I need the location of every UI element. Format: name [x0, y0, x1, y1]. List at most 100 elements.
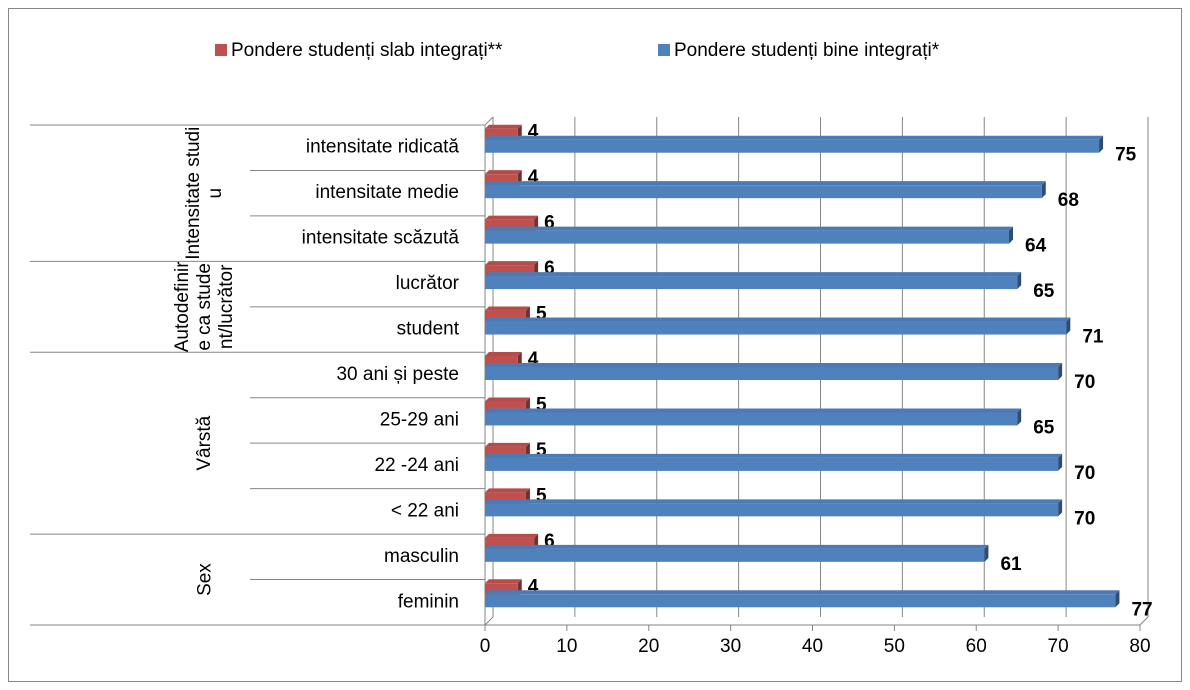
bar-side-face	[1017, 272, 1022, 290]
value-label: 4	[528, 576, 539, 597]
bar-top-face	[485, 408, 1022, 413]
bar-top-face	[485, 363, 1063, 367]
group-label: Autodefinire ca student/lucrător	[171, 261, 237, 353]
bar	[485, 276, 1018, 290]
bar	[485, 139, 1100, 153]
value-label: 65	[1033, 417, 1055, 438]
bar-side-face	[1041, 181, 1046, 199]
bar-top-face	[485, 352, 522, 356]
category-label: feminin	[398, 591, 459, 612]
bar-top-face	[485, 499, 1063, 504]
bar-top-face	[485, 488, 530, 493]
bar-side-face	[1058, 453, 1063, 471]
value-label: 61	[1000, 554, 1022, 575]
legend-swatch	[215, 44, 227, 56]
x-tick-label: 70	[1048, 636, 1069, 657]
bar-top-face	[485, 397, 530, 402]
value-label: 70	[1074, 463, 1095, 484]
value-label: 5	[536, 304, 547, 325]
chart-frame	[8, 8, 1182, 682]
group-label-box: Vârstă	[193, 415, 215, 471]
group-label-box: Sex	[193, 563, 215, 596]
bar-top-face	[485, 442, 530, 447]
category-label: masculin	[384, 546, 459, 567]
bar-top-face	[485, 215, 539, 220]
group-label: Vârstă	[193, 415, 215, 471]
bar-top-face	[485, 453, 1063, 458]
value-label: 4	[528, 349, 539, 370]
category-label: 22 -24 ani	[374, 455, 459, 476]
bar	[485, 230, 1009, 244]
group-label-box: Intensitate studiu	[182, 126, 226, 260]
axis-depth	[484, 616, 494, 626]
bar	[485, 457, 1059, 471]
bar	[485, 503, 1059, 517]
value-label: 4	[528, 122, 539, 143]
x-tick-label: 20	[638, 636, 659, 657]
value-label: 5	[536, 394, 547, 415]
value-label: 5	[536, 485, 547, 506]
x-tick-label: 60	[966, 636, 987, 657]
value-label: 5	[536, 440, 547, 461]
value-label: 65	[1033, 281, 1055, 302]
bar-side-face	[1009, 226, 1013, 244]
bar-side-face	[1066, 317, 1071, 335]
bar-top-face	[485, 306, 530, 311]
bar-side-face	[1099, 135, 1104, 153]
x-tick-label: 50	[884, 636, 905, 657]
value-label: 71	[1082, 327, 1104, 348]
x-tick-label: 40	[802, 636, 823, 657]
bar-top-face	[485, 170, 522, 175]
value-label: 6	[544, 258, 555, 279]
value-label: 68	[1058, 190, 1079, 211]
bar	[485, 321, 1067, 335]
legend-swatch	[658, 44, 670, 56]
category-label: 30 ani și peste	[336, 364, 459, 385]
bar-top-face	[485, 544, 989, 549]
legend-label: Pondere studenți slab integrați**	[231, 40, 503, 61]
bar	[485, 548, 985, 562]
legend-label: Pondere studenți bine integrați*	[674, 40, 940, 61]
bar-top-face	[485, 261, 539, 266]
bar	[485, 594, 1116, 608]
x-tick-label: 30	[720, 636, 741, 657]
x-tick-label: 10	[556, 636, 577, 657]
value-label: 70	[1074, 372, 1095, 393]
value-label: 4	[528, 167, 539, 188]
category-label: student	[397, 319, 460, 340]
value-label: 75	[1115, 145, 1137, 166]
bar-top-face	[485, 226, 1013, 231]
bar	[485, 185, 1042, 199]
value-label: 64	[1025, 236, 1047, 257]
value-label: 6	[544, 213, 555, 234]
category-label: 25-29 ani	[380, 409, 459, 430]
group-label: Intensitate studiu	[182, 126, 226, 260]
category-label: intensitate ridicată	[306, 137, 460, 158]
category-label: < 22 ani	[391, 500, 459, 521]
bar-side-face	[1115, 590, 1120, 608]
bar-top-face	[485, 533, 539, 538]
x-tick-label: 0	[480, 636, 491, 657]
bar-side-face	[1017, 408, 1022, 426]
x-tick-label: 80	[1129, 636, 1150, 657]
bar-side-face	[1058, 363, 1063, 380]
value-label: 77	[1131, 599, 1152, 620]
bar-top-face	[485, 579, 522, 584]
axis-depth	[1139, 616, 1149, 626]
axis-depth	[484, 116, 494, 126]
group-label: Sex	[193, 563, 215, 596]
category-label: lucrător	[396, 273, 460, 294]
bar	[485, 412, 1018, 426]
group-label-box: Autodefinire ca student/lucrător	[171, 261, 237, 353]
bar-top-face	[485, 135, 1104, 140]
bar-top-face	[485, 317, 1071, 322]
value-label: 70	[1074, 508, 1095, 529]
bar	[485, 367, 1059, 380]
value-label: 6	[544, 531, 555, 552]
bar-top-face	[485, 181, 1046, 186]
bar-top-face	[485, 590, 1120, 595]
category-label: intensitate scăzută	[302, 228, 460, 249]
bar-top-face	[485, 272, 1022, 277]
